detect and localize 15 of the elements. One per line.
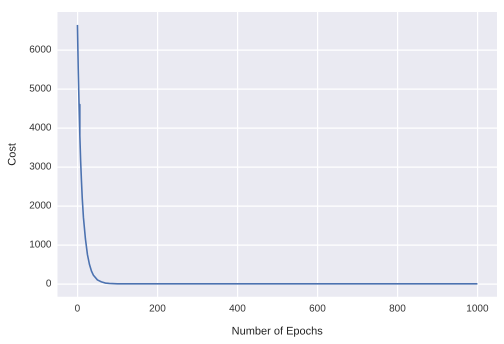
y-tick-label: 6000 <box>29 44 52 56</box>
x-tick-label: 0 <box>74 304 81 315</box>
x-tick-label: 400 <box>229 304 246 315</box>
y-tick-label: 4000 <box>29 122 52 134</box>
x-tick-label: 600 <box>309 304 326 315</box>
y-tick-label: 2000 <box>29 200 52 212</box>
y-tick-label: 1000 <box>29 240 52 251</box>
y-axis-title: Cost <box>6 143 19 166</box>
y-tick-label: 3000 <box>29 162 52 173</box>
x-axis-title: Number of Epochs <box>232 325 324 338</box>
x-tick-label: 800 <box>389 304 406 315</box>
y-tick-label: 0 <box>46 278 52 290</box>
y-tick-label: 5000 <box>29 84 52 95</box>
x-tick-label: 1000 <box>466 304 489 315</box>
x-tick-label: 200 <box>149 304 166 315</box>
